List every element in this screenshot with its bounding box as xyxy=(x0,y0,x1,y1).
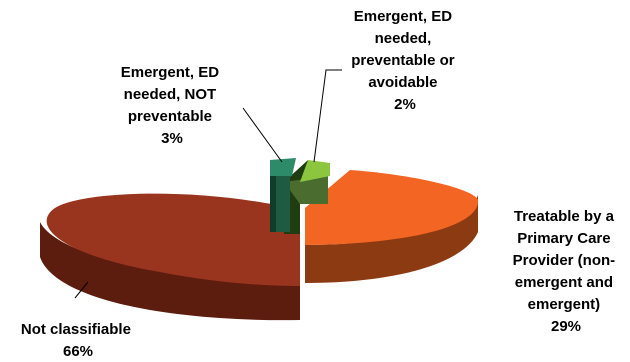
label-not-preventable-line: needed, NOT xyxy=(124,86,217,103)
slice-not-preventable xyxy=(270,158,296,232)
slice-not-preventable-front xyxy=(270,176,276,232)
label-not-classifiable: Not classifiable 66% xyxy=(21,321,135,360)
slice-treatable-pcp-top xyxy=(305,170,479,245)
label-preventable-avoidable-line: avoidable xyxy=(368,74,437,91)
label-not-classifiable-value: 66% xyxy=(63,343,93,360)
slice-not-classifiable-top xyxy=(46,193,301,286)
leader-line-not-classifiable xyxy=(74,281,89,299)
slice-not-preventable-side xyxy=(276,176,290,232)
label-not-preventable-line: Emergent, ED xyxy=(121,64,220,81)
label-preventable-avoidable: Emergent, ED needed, preventable or avoi… xyxy=(351,8,459,113)
label-not-preventable-value: 3% xyxy=(161,130,183,147)
label-treatable-pcp-line: emergent and xyxy=(515,274,613,291)
slice-preventable-avoidable-top xyxy=(300,160,330,182)
leader-line-not-preventable xyxy=(242,107,283,163)
label-not-preventable-line: preventable xyxy=(128,108,212,125)
label-not-preventable: Emergent, ED needed, NOT preventable 3% xyxy=(121,64,224,147)
label-treatable-pcp: Treatable by a Primary Care Provider (no… xyxy=(513,208,620,335)
label-treatable-pcp-value: 29% xyxy=(551,318,581,335)
label-preventable-avoidable-line: preventable or xyxy=(351,52,455,69)
label-not-classifiable-line: Not classifiable xyxy=(21,321,131,338)
slice-not-classifiable xyxy=(40,193,301,321)
label-treatable-pcp-line: Primary Care xyxy=(517,230,610,247)
label-treatable-pcp-line: Treatable by a xyxy=(514,208,615,225)
leader-line-preventable-avoidable xyxy=(313,69,342,163)
label-treatable-pcp-line: Provider (non- xyxy=(513,252,616,269)
label-preventable-avoidable-value: 2% xyxy=(394,96,416,113)
label-preventable-avoidable-line: needed, xyxy=(375,30,432,47)
label-treatable-pcp-line: emergent) xyxy=(528,296,601,313)
slice-preventable-avoidable-front xyxy=(284,176,328,204)
slice-not-classifiable-side xyxy=(40,222,300,321)
slice-not-preventable-top xyxy=(270,158,296,176)
label-preventable-avoidable-line: Emergent, ED xyxy=(354,8,453,25)
slice-treatable-pcp xyxy=(305,170,479,283)
